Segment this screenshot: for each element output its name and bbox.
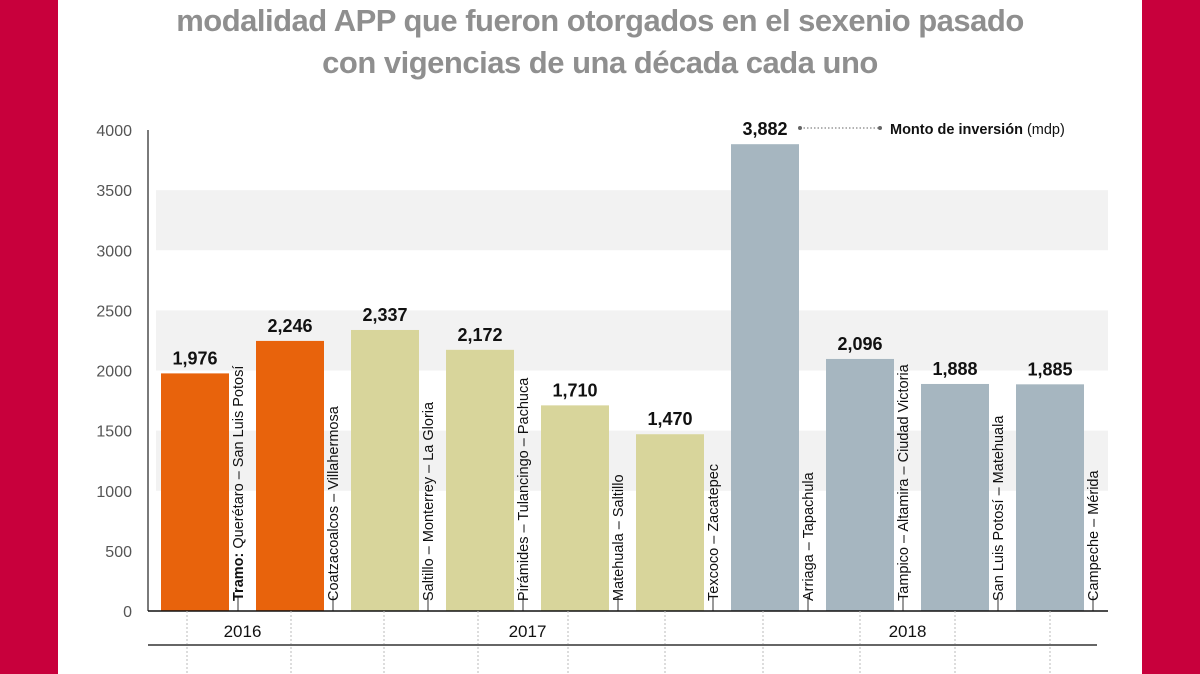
bar: [541, 405, 609, 611]
category-label: Campeche – Mérida: [1086, 470, 1102, 601]
y-tick-label: 2000: [96, 364, 132, 381]
y-tick-label: 0: [123, 604, 132, 621]
bar: [161, 373, 229, 611]
annotation-dot: [798, 126, 802, 130]
bar: [446, 349, 514, 611]
category-label: San Luis Potosí – Matehuala: [991, 415, 1007, 601]
y-tick-label: 3000: [96, 243, 132, 260]
bar-value-label: 3,882: [742, 119, 787, 139]
bar: [256, 340, 324, 611]
bar: [826, 358, 894, 611]
bar-value-label: 2,246: [267, 316, 312, 336]
chart-title-line-1: modalidad APP que fueron otorgados en el…: [176, 3, 1024, 38]
y-tick-label: 1000: [96, 484, 132, 501]
y-tick-label: 4000: [96, 123, 132, 140]
year-label: 2016: [224, 622, 262, 641]
bar: [636, 434, 704, 611]
bar: [1016, 384, 1084, 611]
bar-value-label: 1,888: [932, 359, 977, 379]
year-label: 2017: [509, 622, 547, 641]
category-label: Coatzacoalcos – Villahermosa: [326, 405, 342, 601]
category-label: Matehuala – Saltillo: [611, 474, 627, 601]
bar-value-label: 1,976: [172, 348, 217, 368]
bar-value-label: 2,337: [362, 305, 407, 325]
year-label: 2018: [889, 622, 927, 641]
bar: [731, 144, 799, 611]
y-tick-label: 2500: [96, 303, 132, 320]
frame-left: [0, 0, 58, 674]
bar-value-label: 1,470: [647, 409, 692, 429]
category-label: Texcoco – Zacatepec: [706, 464, 722, 601]
bar-value-label: 1,885: [1027, 359, 1072, 379]
chart-title-line-2: con vigencias de una década cada uno: [322, 45, 878, 80]
category-label: Tampico – Altamira – Ciudad Victoria: [896, 363, 912, 601]
annotation-dot: [878, 126, 882, 130]
legend-unit: (mdp): [1027, 122, 1065, 138]
legend-annotation: Monto de inversión (mdp): [890, 122, 1065, 138]
tramo-prefix: Tramo:: [231, 549, 247, 601]
category-label: Saltillo – Monterrey – La Gloria: [421, 401, 437, 601]
category-text: Querétaro – San Luis Potosí: [231, 366, 247, 549]
bar: [921, 383, 989, 611]
category-label: Arriaga – Tapachula: [801, 471, 817, 601]
y-tick-label: 1500: [96, 424, 132, 441]
y-tick-label: 500: [105, 544, 132, 561]
frame-right: [1142, 0, 1200, 674]
bar-value-label: 2,096: [837, 334, 882, 354]
bar-value-label: 1,710: [552, 380, 597, 400]
category-label: Pirámides – Tulancingo – Pachuca: [516, 377, 532, 601]
background-band: [156, 190, 1108, 251]
legend-bold: Monto de inversión: [890, 122, 1027, 138]
bar-value-label: 2,172: [457, 325, 502, 345]
y-tick-label: 3500: [96, 183, 132, 200]
bar: [351, 329, 419, 611]
category-label: Tramo: Querétaro – San Luis Potosí: [231, 366, 247, 601]
